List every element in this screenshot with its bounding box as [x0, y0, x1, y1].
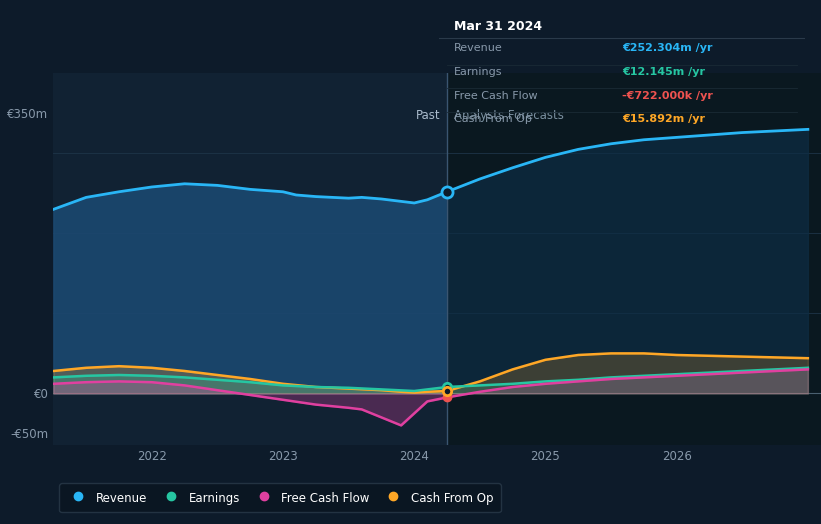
- Text: Analysts Forecasts: Analysts Forecasts: [453, 110, 563, 123]
- Text: Revenue: Revenue: [454, 43, 502, 53]
- Text: Earnings: Earnings: [454, 67, 502, 77]
- Text: €252.304m /yr: €252.304m /yr: [622, 43, 713, 53]
- Text: Past: Past: [416, 110, 440, 123]
- Text: €15.892m /yr: €15.892m /yr: [622, 114, 705, 124]
- Legend: Revenue, Earnings, Free Cash Flow, Cash From Op: Revenue, Earnings, Free Cash Flow, Cash …: [59, 484, 501, 512]
- Text: Mar 31 2024: Mar 31 2024: [454, 20, 542, 33]
- Text: Cash From Op: Cash From Op: [454, 114, 532, 124]
- Text: Free Cash Flow: Free Cash Flow: [454, 91, 538, 101]
- Text: -€722.000k /yr: -€722.000k /yr: [622, 91, 713, 101]
- Bar: [53, 73, 447, 445]
- Bar: [447, 73, 821, 445]
- Text: €12.145m /yr: €12.145m /yr: [622, 67, 705, 77]
